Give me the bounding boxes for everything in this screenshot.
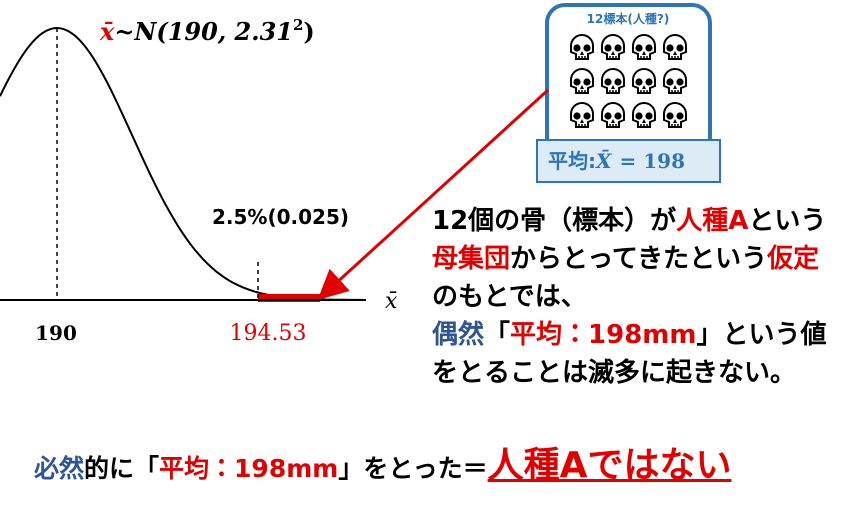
formula: x̄~N(190, 2.312): [99, 16, 315, 46]
formula-body: ~N(190, 2.31: [114, 17, 293, 46]
mean-prefix: 平均:: [548, 149, 596, 173]
mean-box: [536, 139, 721, 183]
text-segment: 母集団: [432, 244, 511, 274]
formula-exponent: 2: [293, 16, 303, 34]
sample-mean: 平均:X̄ = 198: [548, 148, 685, 173]
text-segment: からとってきたという: [510, 244, 768, 274]
text-segment: 人種A: [676, 206, 749, 236]
tail-label: 2.5%(0.025): [212, 205, 349, 229]
text-segment: 平均：198mm: [510, 320, 697, 350]
text-line: をとることは滅多に起きない。: [432, 354, 827, 392]
text-segment: 人種Aではない: [487, 445, 732, 486]
text-segment: 必然: [34, 454, 85, 483]
text-segment: のもとでは、: [432, 282, 587, 312]
text-segment: 平均：198mm: [159, 454, 339, 483]
text-segment: 仮定: [767, 244, 820, 274]
text-segment: 「: [484, 320, 511, 350]
formula-variable: x̄: [99, 17, 115, 46]
text-segment: という: [748, 206, 827, 236]
axis-variable: x̄: [385, 289, 398, 314]
text-segment: をとることは滅多に起きない。: [432, 358, 797, 388]
text-line: 偶然「平均：198mm」という値: [432, 316, 827, 354]
explanation: 12個の骨（標本）が人種Aという 母集団からとってきたという仮定 のもとでは、 偶然「…: [432, 202, 827, 392]
sample-title: 12標本(人種?): [587, 11, 670, 26]
arrow: [317, 88, 550, 301]
text-segment: 偶然: [432, 320, 485, 350]
density-curve: [0, 26, 363, 301]
text-line: のもとでは、: [432, 278, 827, 316]
critical-label: 194.53: [230, 321, 307, 346]
mean-symbol: X̄: [594, 148, 613, 173]
mean-label: 190: [35, 321, 77, 345]
text-line: 12個の骨（標本）が人種Aという: [432, 202, 827, 240]
text-segment: 12個の骨（標本）が: [432, 206, 677, 236]
tail-region: [258, 294, 320, 302]
mean-value: = 198: [620, 149, 685, 173]
conclusion: 必然的に「平均：198mm」をとった＝人種Aではない: [34, 436, 731, 488]
formula-close: ): [303, 17, 314, 46]
text-segment: 」という値: [696, 320, 827, 350]
text-segment: 的に「: [84, 454, 160, 483]
text-segment: 」をとった＝: [338, 454, 488, 483]
text-line: 母集団からとってきたという仮定: [432, 240, 827, 278]
